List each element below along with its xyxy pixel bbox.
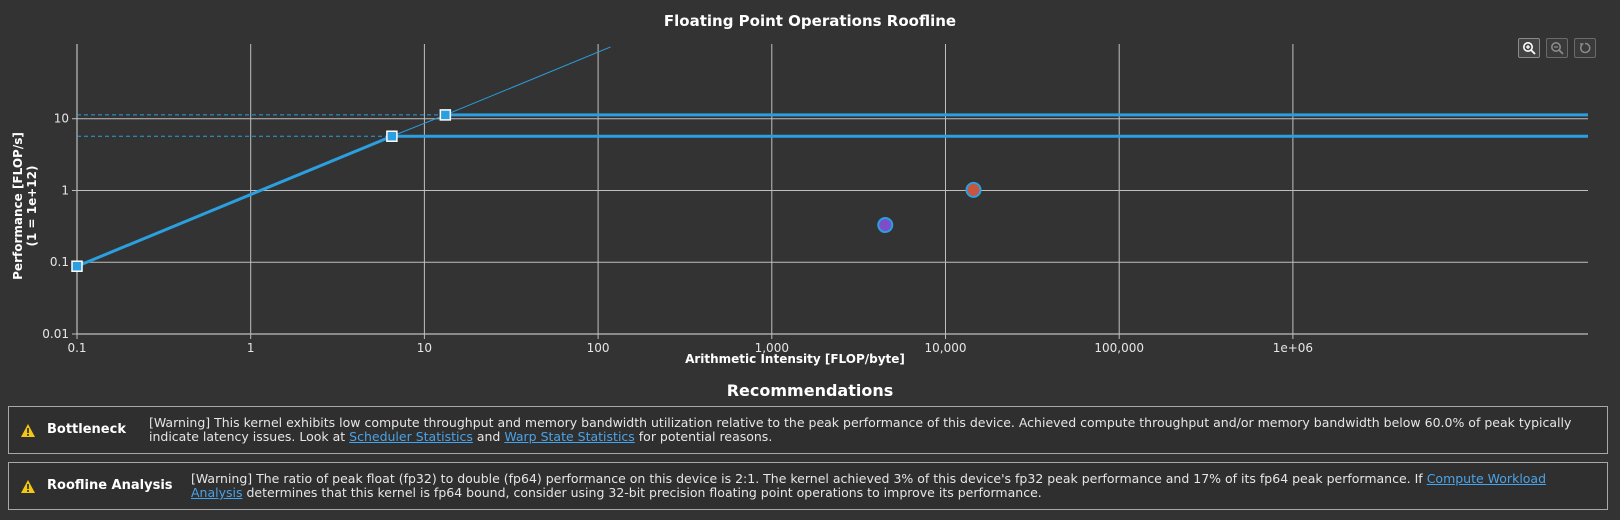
compute-workload-analysis-link[interactable]: Compute Workload Analysis: [191, 471, 1547, 500]
data-point[interactable]: [965, 181, 982, 198]
roofline-chart: Floating Point Operations Roofline 0.1 1 1…: [11, 12, 1588, 366]
x-tick-label: 10,000: [924, 341, 966, 355]
y-axis-label: Performance [FLOP/s]: [11, 132, 25, 280]
x-tick-label: 100: [587, 341, 610, 355]
y-tick-label: 1: [61, 183, 69, 197]
reset-button[interactable]: [1574, 38, 1596, 58]
recommendation-text: [Warning] The ratio of peak float (fp32)…: [191, 472, 1607, 500]
ridge-point-marker: [71, 260, 83, 272]
recommendation-label: Roofline Analysis: [47, 478, 173, 493]
roofline-lines: [71, 46, 1588, 272]
chart-toolbar: [1518, 38, 1596, 58]
recommendation-text-part: and: [472, 429, 505, 444]
chart-axes: 0.1 1 10 100 1,000 10,000 100,000 1e+060.010.11…: [42, 44, 1588, 355]
recommendation-text-part: determines that this kernel is fp64 boun…: [242, 485, 1042, 500]
zoom-out-icon: [1551, 42, 1564, 55]
recommendation-text: [Warning] This kernel exhibits low compu…: [149, 416, 1607, 444]
recommendation-text-part: [Warning] The ratio of peak float (fp32)…: [191, 471, 1427, 486]
bandwidth-extension: [445, 46, 611, 116]
x-tick-label: 1: [247, 341, 255, 355]
x-tick-label: 1,000: [755, 341, 789, 355]
y-tick-label: 0.1: [50, 255, 69, 269]
x-tick-label: 100,000: [1094, 341, 1144, 355]
recommendation-bottleneck: Bottleneck [Warning] This kernel exhibit…: [8, 406, 1608, 454]
x-tick-label: 0.1: [67, 341, 86, 355]
bandwidth-roof: [76, 134, 393, 268]
y-tick-label: 10: [54, 112, 69, 126]
chart-grid: [77, 44, 1588, 334]
x-tick-label: 1e+06: [1273, 341, 1313, 355]
reset-icon: [1580, 42, 1591, 54]
warp-state-statistics-link[interactable]: Warp State Statistics: [504, 429, 635, 444]
recommendation-label: Bottleneck: [47, 422, 126, 437]
data-point[interactable]: [877, 217, 894, 234]
ridge-point-marker: [439, 109, 452, 121]
ridge-point-marker: [386, 130, 398, 142]
zoom-in-button[interactable]: [1518, 38, 1540, 58]
zoom-in-icon: [1523, 42, 1536, 55]
y-axis-unit: (1 = 1e+12): [25, 166, 39, 247]
bandwidth-extension: [391, 114, 446, 137]
scheduler-statistics-link[interactable]: Scheduler Statistics: [349, 429, 473, 444]
warning-icon: [9, 479, 47, 494]
zoom-out-button[interactable]: [1546, 38, 1568, 58]
warning-icon: [9, 423, 47, 438]
recommendation-text-part: for potential reasons.: [634, 429, 773, 444]
y-axis-label-group: Performance [FLOP/s] (1 = 1e+12): [11, 132, 39, 280]
recommendation-text-part: [Warning] This kernel exhibits low compu…: [149, 415, 1572, 444]
x-axis-label: Arithmetic Intensity [FLOP/byte]: [685, 352, 905, 366]
recommendations-title: Recommendations: [726, 381, 894, 400]
x-tick-label: 10: [417, 341, 432, 355]
y-tick-label: 0.01: [42, 327, 69, 341]
chart-title: Floating Point Operations Roofline: [664, 12, 956, 30]
data-points[interactable]: [877, 181, 982, 234]
recommendation-roofline-analysis: Roofline Analysis [Warning] The ratio of…: [8, 462, 1608, 510]
